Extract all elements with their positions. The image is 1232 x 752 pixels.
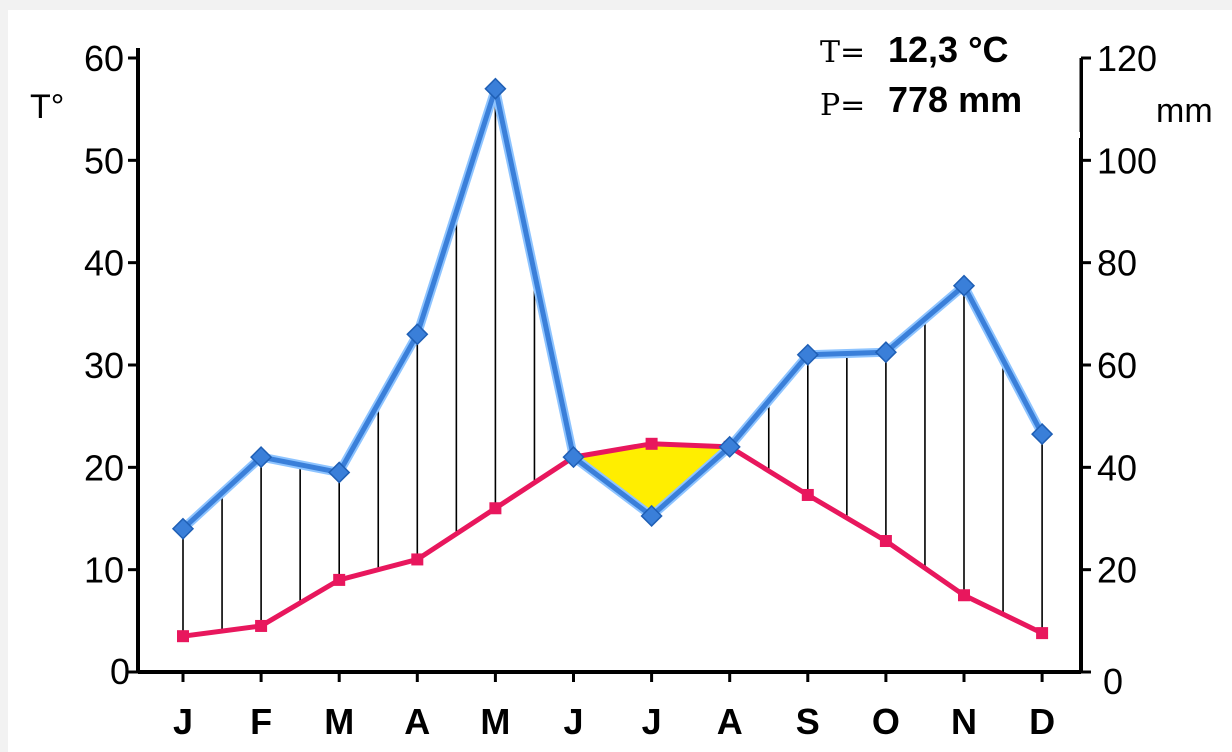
right-tick-label: 100 xyxy=(1097,140,1157,181)
precipitation-point xyxy=(484,77,507,100)
temperature-point xyxy=(411,553,424,566)
temperature-point xyxy=(177,630,189,643)
left-tick-label: 40 xyxy=(84,243,124,284)
right-tick-label: 0 xyxy=(1103,661,1123,702)
left-tick-label: 50 xyxy=(84,140,124,181)
climate-chart: 0 10 20 30 40 50 60 0 20 40 60 80 100 120 T° mm J F M A M J J A… xyxy=(30,28,1213,742)
precipitation-point xyxy=(328,461,351,484)
left-tick-label: 0 xyxy=(110,651,130,692)
precipitation-line xyxy=(181,86,1045,531)
right-tick-label: 60 xyxy=(1097,345,1137,386)
right-tick-label: 80 xyxy=(1097,243,1137,284)
left-tick-label: 10 xyxy=(84,550,124,591)
month-label: M xyxy=(324,701,354,742)
month-label: S xyxy=(796,701,820,742)
month-label: J xyxy=(642,701,662,742)
month-label: D xyxy=(1029,701,1055,742)
temperature-point xyxy=(1036,627,1049,640)
precipitation-point xyxy=(718,435,741,458)
month-label: M xyxy=(480,701,510,742)
left-axis-unit: T° xyxy=(30,88,64,126)
precipitation-point xyxy=(406,323,429,346)
right-tick-label: 20 xyxy=(1097,550,1137,591)
right-tick-label: 120 xyxy=(1097,38,1157,79)
left-tick-label: 30 xyxy=(84,345,124,386)
temperature-point xyxy=(958,589,970,602)
month-label: J xyxy=(173,701,193,742)
temperature-point xyxy=(801,488,814,501)
temperature-line xyxy=(182,441,1044,639)
month-label: F xyxy=(250,701,272,742)
month-label: A xyxy=(717,701,743,742)
right-tick-label: 40 xyxy=(1097,447,1137,488)
right-axis-unit: mm xyxy=(1156,92,1213,130)
left-tick-label: 20 xyxy=(84,447,124,488)
precipitation-point xyxy=(250,446,273,469)
info-box xyxy=(808,28,1080,138)
chart-frame: 0 10 20 30 40 50 60 0 20 40 60 80 100 120 T° mm J F M A M J J A… xyxy=(8,10,1232,752)
month-label: A xyxy=(404,701,430,742)
temperature-point xyxy=(879,535,892,548)
left-tick-label: 60 xyxy=(84,38,124,79)
precipitation-point xyxy=(562,446,585,469)
precipitation-value: 778 mm xyxy=(888,79,1022,120)
precipitation-point xyxy=(952,274,976,297)
temperature-point xyxy=(645,437,658,450)
temperature-point xyxy=(489,502,502,515)
month-label: O xyxy=(872,701,900,742)
precipitation-point xyxy=(1031,423,1054,446)
month-label: J xyxy=(563,701,583,742)
precipitation-point xyxy=(640,504,663,528)
precipitation-key: P= xyxy=(820,88,865,123)
temperature-value: 12,3 °C xyxy=(888,29,1008,70)
precipitation-point xyxy=(171,517,195,540)
precipitation-point xyxy=(874,341,897,364)
temperature-key: T= xyxy=(820,35,865,70)
temperature-point xyxy=(255,619,268,632)
temperature-point xyxy=(333,573,346,586)
precipitation-point xyxy=(796,343,819,366)
month-label: N xyxy=(951,701,977,742)
